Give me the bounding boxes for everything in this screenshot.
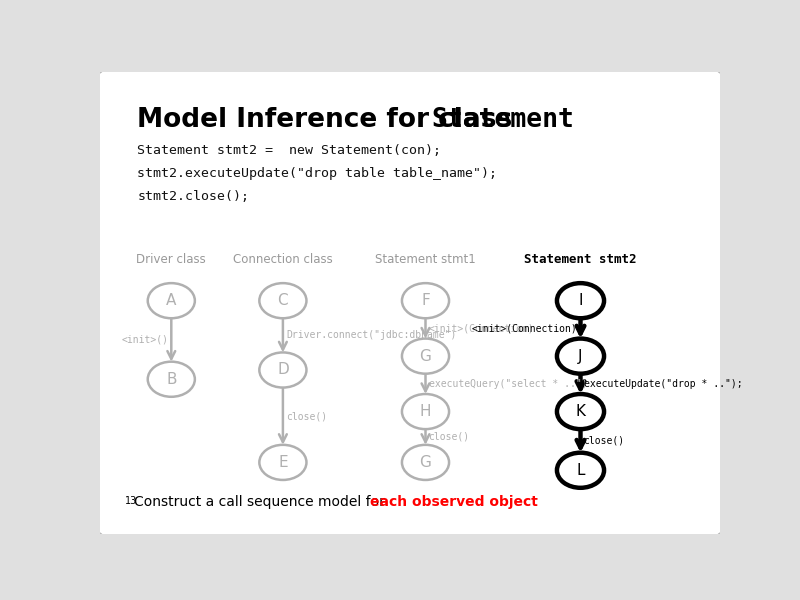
Text: close(): close() bbox=[584, 436, 625, 446]
Circle shape bbox=[557, 283, 604, 318]
Text: 13: 13 bbox=[125, 496, 137, 506]
Text: Driver class: Driver class bbox=[137, 253, 206, 266]
Text: J: J bbox=[578, 349, 582, 364]
Text: Statement stmt2 =  new Statement(con);: Statement stmt2 = new Statement(con); bbox=[138, 143, 442, 157]
Text: C: C bbox=[278, 293, 288, 308]
Text: L: L bbox=[576, 463, 585, 478]
Text: executeUpdate("drop * ..");: executeUpdate("drop * .."); bbox=[584, 379, 742, 389]
Text: <init>(Connection): <init>(Connection) bbox=[472, 323, 578, 334]
Circle shape bbox=[557, 452, 604, 488]
Text: Connection class: Connection class bbox=[233, 253, 333, 266]
Text: Statement: Statement bbox=[432, 107, 574, 133]
Text: I: I bbox=[578, 293, 582, 308]
Circle shape bbox=[557, 394, 604, 429]
Text: stmt2.close();: stmt2.close(); bbox=[138, 190, 250, 203]
Circle shape bbox=[402, 338, 449, 374]
Text: G: G bbox=[419, 349, 431, 364]
Circle shape bbox=[402, 283, 449, 318]
Circle shape bbox=[259, 352, 306, 388]
Circle shape bbox=[259, 445, 306, 480]
Text: each observed object: each observed object bbox=[370, 494, 538, 509]
Text: executeQuery("select * .."): executeQuery("select * ..") bbox=[429, 379, 587, 389]
Circle shape bbox=[557, 338, 604, 374]
Circle shape bbox=[402, 394, 449, 429]
Text: close(): close() bbox=[286, 411, 327, 421]
Text: <init>(): <init>() bbox=[122, 335, 168, 345]
Text: stmt2.executeUpdate("drop table table_name");: stmt2.executeUpdate("drop table table_na… bbox=[138, 167, 498, 180]
Circle shape bbox=[402, 445, 449, 480]
Text: B: B bbox=[166, 372, 177, 387]
Text: K: K bbox=[575, 404, 586, 419]
Text: Driver.connect("jdbc:dbname"): Driver.connect("jdbc:dbname") bbox=[286, 331, 456, 340]
Text: D: D bbox=[277, 362, 289, 377]
Text: Construct a call sequence model for: Construct a call sequence model for bbox=[134, 494, 390, 509]
Circle shape bbox=[148, 283, 195, 318]
Text: A: A bbox=[166, 293, 177, 308]
Text: H: H bbox=[420, 404, 431, 419]
Text: Model Inference for class: Model Inference for class bbox=[138, 107, 522, 133]
Circle shape bbox=[148, 362, 195, 397]
Text: close(): close() bbox=[429, 432, 470, 442]
Circle shape bbox=[259, 283, 306, 318]
FancyBboxPatch shape bbox=[97, 70, 723, 536]
Text: <init>(Connection): <init>(Connection) bbox=[429, 323, 534, 334]
Text: E: E bbox=[278, 455, 288, 470]
FancyBboxPatch shape bbox=[88, 63, 733, 543]
Text: F: F bbox=[421, 293, 430, 308]
Text: Statement stmt1: Statement stmt1 bbox=[375, 253, 476, 266]
Text: Statement stmt2: Statement stmt2 bbox=[524, 253, 637, 266]
Text: G: G bbox=[419, 455, 431, 470]
